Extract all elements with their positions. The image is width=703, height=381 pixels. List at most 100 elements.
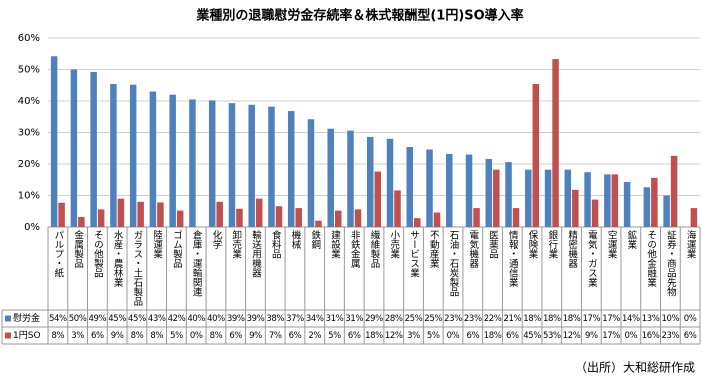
bar	[473, 208, 480, 227]
value-label: 45%	[108, 314, 126, 324]
x-tick-label: 卸売業	[230, 229, 242, 259]
value-label: 45%	[523, 331, 541, 341]
value-label: 18%	[523, 314, 541, 324]
value-label: 49%	[89, 314, 107, 324]
bar	[157, 202, 164, 227]
bar	[663, 195, 670, 227]
x-tick-label: 鉱業	[625, 229, 637, 250]
y-tick-label: 40%	[18, 96, 40, 107]
legend-label: 慰労金	[13, 312, 40, 324]
bar	[584, 172, 591, 227]
x-tick-label: 証券・商品先物	[665, 229, 677, 297]
x-tick-label: 食料品	[270, 229, 282, 259]
bar	[552, 59, 559, 228]
bar	[670, 155, 678, 227]
value-label: 9%	[111, 331, 124, 341]
x-tick-label: ゴム製品	[171, 229, 183, 269]
x-tick-label: 鉄鋼	[309, 229, 321, 250]
value-label: 5%	[170, 331, 183, 341]
x-tick-label: 情報・通信業	[507, 229, 519, 288]
value-label: 17%	[602, 331, 620, 341]
bar	[406, 146, 414, 227]
value-label: 40%	[207, 314, 225, 324]
bar	[623, 181, 631, 227]
value-label: 29%	[365, 314, 383, 324]
x-tick-label: 建設業	[329, 229, 341, 259]
bar	[433, 212, 441, 227]
value-label: 16%	[642, 331, 660, 341]
bar	[591, 199, 599, 227]
bar	[564, 169, 572, 227]
bar	[611, 174, 619, 227]
value-label: 25%	[405, 314, 423, 324]
bar	[505, 162, 512, 227]
value-label: 6%	[289, 331, 302, 341]
value-label: 45%	[128, 314, 146, 324]
value-label: 43%	[148, 314, 166, 324]
value-label: 23%	[464, 314, 482, 324]
value-label: 28%	[385, 314, 403, 324]
value-label: 25%	[424, 314, 442, 324]
bar	[189, 99, 196, 227]
y-tick-label: 20%	[18, 159, 40, 170]
value-label: 8%	[210, 331, 223, 341]
x-tick-label: 陸運業	[151, 229, 163, 259]
bar	[176, 210, 184, 227]
x-tick-label: 輸送用機器	[250, 229, 262, 277]
value-label: 38%	[266, 314, 284, 324]
value-label: 0%	[625, 331, 638, 341]
value-label: 0%	[684, 314, 697, 324]
value-label: 42%	[168, 314, 186, 324]
value-label: 0%	[447, 331, 460, 341]
x-tick-label: 繊維製品	[369, 229, 381, 269]
bar	[465, 154, 473, 227]
bar	[493, 169, 500, 227]
bar	[446, 153, 453, 227]
legend-key	[5, 315, 11, 322]
value-label: 13%	[642, 314, 660, 324]
x-tick-label: 非鉄金属	[349, 229, 361, 269]
x-tick-label: 石油・石炭製品	[448, 230, 460, 297]
bar	[268, 106, 275, 227]
x-tick-label: サービス業	[408, 230, 420, 278]
value-label: 40%	[187, 314, 205, 324]
bar	[512, 208, 520, 227]
value-label: 8%	[131, 331, 144, 341]
value-label: 6%	[348, 331, 361, 341]
bar	[315, 220, 322, 227]
bar	[50, 56, 58, 227]
value-label: 22%	[484, 314, 502, 324]
value-label: 50%	[69, 314, 87, 324]
value-label: 6%	[91, 331, 104, 341]
bar	[208, 100, 216, 227]
x-tick-label: 不動産業	[428, 230, 440, 269]
bar	[275, 206, 283, 227]
bar	[386, 138, 394, 227]
value-label: 39%	[247, 314, 265, 324]
y-tick-label: 0%	[24, 222, 40, 233]
value-label: 9%	[585, 331, 598, 341]
chart-title: 業種別の退職慰労金存続率＆株式報酬型(1円)SO導入率	[195, 8, 523, 24]
value-label: 5%	[427, 331, 440, 341]
value-label: 9%	[249, 331, 262, 341]
value-label: 6%	[684, 331, 697, 341]
bar	[58, 202, 65, 227]
x-tick-label: 化学	[210, 229, 222, 249]
y-tick-label: 10%	[18, 191, 40, 202]
y-tick-label: 50%	[18, 65, 40, 76]
bar	[137, 201, 144, 227]
bar	[287, 111, 295, 227]
x-tick-label: 金属製品	[72, 229, 84, 269]
bar	[690, 208, 698, 227]
bar	[70, 69, 78, 227]
x-tick-label: パルプ・紙	[52, 230, 64, 278]
x-tick-label: その他金融業	[645, 230, 657, 288]
bar	[149, 91, 157, 227]
source-note: （出所）大和総研作成	[575, 361, 695, 375]
value-label: 31%	[326, 314, 344, 324]
value-label: 34%	[306, 314, 324, 324]
x-tick-label: ガラス・土石製品	[131, 230, 143, 307]
bar	[90, 72, 97, 228]
legend-key	[5, 332, 11, 339]
